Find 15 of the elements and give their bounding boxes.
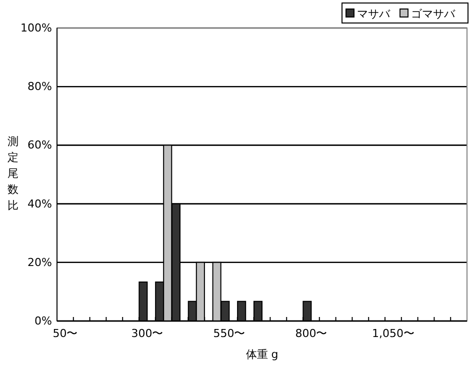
y-tick-label: 20% [28,256,52,269]
x-tick-label: 800〜 [295,327,328,340]
x-tick-label: 550〜 [213,327,246,340]
legend-label: マサバ [357,8,391,20]
x-axis-title: 体重 g [246,348,278,361]
x-tick-label: 300〜 [131,327,164,340]
x-tick-label: 50〜 [52,327,78,340]
y-tick-label: 40% [28,197,52,210]
legend-label: ゴマサバ [411,8,456,20]
x-tick-label: 1,050〜 [372,327,414,340]
y-tick-label: 100% [20,22,52,35]
y-tick-label: 80% [28,80,52,94]
y-axis-title: 測定尾数比 [8,135,18,212]
y-tick-label: 0% [34,314,52,328]
y-tick-label: 60% [28,138,52,152]
